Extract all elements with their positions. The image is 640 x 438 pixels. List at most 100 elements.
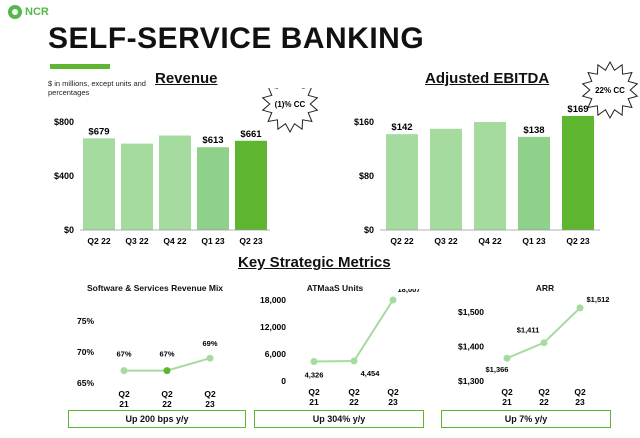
x-tick-label: Q2	[501, 387, 513, 397]
y-tick-label: 12,000	[260, 322, 286, 332]
ncr-logo-mark-icon	[8, 5, 22, 19]
data-point	[503, 354, 511, 362]
bar	[159, 135, 191, 230]
data-label: $1,411	[517, 326, 540, 335]
callout-text: (1)% CC	[275, 100, 306, 109]
x-tick-label-year: 21	[119, 399, 129, 408]
x-tick-label: Q2	[161, 389, 173, 399]
x-tick-label: Q3 22	[434, 236, 457, 246]
x-tick-label: Q1 23	[201, 236, 224, 246]
data-label: $169	[567, 104, 588, 115]
data-point	[576, 304, 584, 312]
units-note: $ in millions, except units and percenta…	[48, 79, 146, 97]
x-tick-label: Q4 22	[163, 236, 186, 246]
data-label: 67%	[159, 350, 174, 359]
x-tick-label: Q2	[348, 387, 360, 397]
x-tick-label-year: 21	[309, 397, 319, 407]
x-tick-label: Q2 23	[239, 236, 262, 246]
y-tick-label: $1,300	[458, 376, 484, 386]
ebitda-title: Adjusted EBITDA	[425, 70, 550, 87]
y-tick-label: $0	[64, 225, 74, 235]
atmaas-chart: 06,00012,00018,0004,326Q2214,454Q22218,0…	[260, 289, 421, 407]
ebitda-chart: $0 $80 $160 $142 Q2 22 Q3 22 Q4 22 $138 Q1 23 $16…	[354, 60, 639, 246]
bar	[430, 128, 462, 230]
x-tick-label-year: 21	[502, 397, 512, 407]
y-tick-label: $0	[364, 225, 374, 235]
strategic-title: Key Strategic Metrics	[238, 254, 391, 271]
x-tick-label-year: 23	[575, 397, 585, 407]
y-tick-label: 70%	[77, 347, 94, 357]
arr-chart: $1,300$1,400$1,500$1,366Q221$1,411Q222$1…	[458, 295, 610, 407]
revenue-title: Revenue	[155, 70, 218, 87]
x-tick-label: Q2	[308, 387, 320, 397]
x-tick-label-year: 22	[162, 399, 172, 408]
x-tick-label: Q2 23	[566, 236, 589, 246]
x-tick-label: Q1 23	[522, 236, 545, 246]
data-point	[540, 339, 548, 347]
callout-burst-icon	[261, 88, 319, 134]
data-label: $1,512	[587, 295, 610, 304]
bar	[386, 134, 418, 230]
bar	[518, 136, 550, 230]
x-tick-label: Q2 22	[87, 236, 110, 246]
bar	[562, 115, 594, 230]
data-point	[163, 367, 171, 375]
data-label: 69%	[202, 339, 217, 348]
y-tick-label: $80	[359, 171, 374, 181]
data-label: $679	[88, 126, 109, 137]
bar	[235, 140, 267, 230]
bar	[197, 147, 229, 230]
data-label: 67%	[116, 350, 131, 359]
data-label: $1,366	[486, 365, 509, 374]
logo-text: NCR	[25, 6, 49, 18]
y-tick-label: 65%	[77, 378, 94, 388]
x-tick-label: Q2	[574, 387, 586, 397]
bar	[83, 138, 115, 230]
x-tick-label: Q2 22	[390, 236, 413, 246]
data-point	[350, 357, 358, 365]
y-tick-label: 18,000	[260, 295, 286, 305]
data-point	[310, 358, 318, 366]
callout-text: 22% CC	[595, 86, 625, 95]
x-tick-label: Q2	[118, 389, 130, 399]
atmaas-footer: Up 304% y/y	[254, 410, 424, 428]
x-tick-label: Q2	[538, 387, 550, 397]
arr-footer: Up 7% y/y	[441, 410, 611, 428]
y-tick-label: $1,500	[458, 307, 484, 317]
data-label: $138	[523, 125, 544, 136]
x-tick-label: Q3 22	[125, 236, 148, 246]
y-tick-label: 0	[281, 376, 286, 386]
y-tick-label: 6,000	[265, 349, 287, 359]
bar	[474, 122, 506, 230]
revenue-chart: $0 $400 $800 $679 Q2 22 Q3 22 Q4 22 $613 Q1 23 $6…	[54, 88, 319, 246]
mix-footer: Up 200 bps y/y	[68, 410, 246, 428]
y-tick-label: $800	[54, 117, 74, 127]
y-tick-label: $160	[354, 117, 374, 127]
mix-title: Software & Services Revenue Mix	[86, 283, 224, 293]
y-tick-label: 75%	[77, 316, 94, 326]
data-label: 4,326	[305, 371, 324, 380]
data-label: $142	[391, 122, 412, 133]
y-tick-label: $1,400	[458, 342, 484, 352]
data-point	[206, 354, 214, 362]
x-tick-label-year: 22	[349, 397, 359, 407]
x-tick-label-year: 22	[539, 397, 549, 407]
data-label: 18,007	[398, 289, 421, 294]
title-underline	[50, 64, 110, 69]
atmaas-title: ATMaaS Units	[306, 283, 364, 293]
data-point	[389, 296, 397, 304]
ncr-logo: NCR	[8, 5, 49, 19]
data-label: $613	[202, 135, 223, 146]
x-tick-label: Q4 22	[478, 236, 501, 246]
data-point	[120, 367, 128, 375]
x-tick-label: Q2	[387, 387, 399, 397]
data-label: 4,454	[361, 369, 381, 378]
series-line	[313, 299, 394, 363]
y-tick-label: $400	[54, 171, 74, 181]
arr-title: ARR	[535, 283, 555, 293]
x-tick-label-year: 23	[205, 399, 215, 408]
callout-burst-icon	[581, 60, 639, 120]
x-tick-label-year: 23	[388, 397, 398, 407]
x-tick-label: Q2	[204, 389, 216, 399]
